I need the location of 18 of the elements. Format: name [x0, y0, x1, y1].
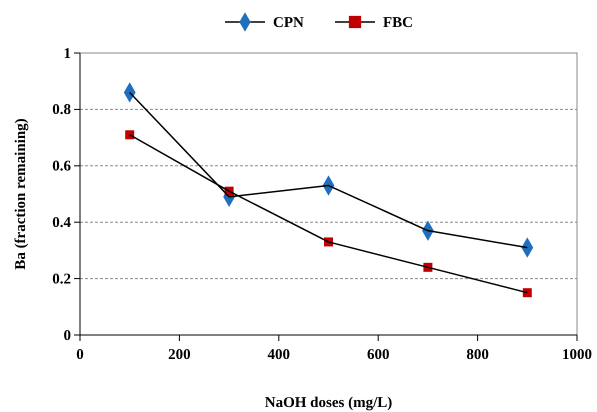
y-tick-label: 1	[64, 46, 71, 62]
y-tick-label: 0.2	[52, 271, 71, 288]
legend-label: FBC	[383, 15, 413, 31]
x-tick-label: 600	[366, 347, 390, 363]
x-tick-label: 200	[168, 347, 191, 363]
y-tick-label: 0.8	[52, 102, 71, 118]
legend-label: CPN	[273, 15, 304, 31]
y-tick-label: 0.4	[52, 215, 72, 231]
x-axis-title: NaOH doses (mg/L)	[264, 395, 392, 411]
point	[125, 130, 134, 140]
x-tick-label: 0	[76, 347, 84, 363]
y-tick-label: 0.6	[52, 158, 72, 175]
y-axis-title: Ba (fraction remaining)	[13, 118, 29, 270]
x-tick-label: 400	[268, 347, 290, 363]
x-tick-label: 1000	[562, 347, 592, 363]
y-tick-label: 0	[64, 328, 71, 344]
x-tick-label: 800	[466, 347, 489, 363]
point	[522, 288, 532, 298]
